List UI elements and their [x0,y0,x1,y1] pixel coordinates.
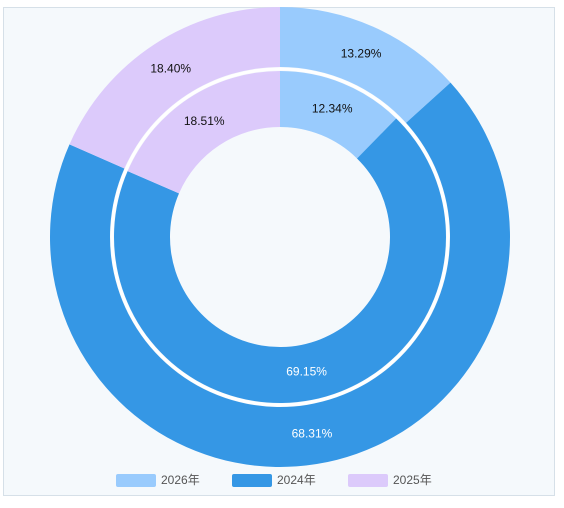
donut-slice [113,118,446,404]
legend-label: 2024年 [277,473,316,487]
donut-slice [49,82,511,467]
legend-swatch [116,474,156,487]
data-label: 18.40% [150,62,191,76]
data-label: 12.34% [312,101,353,115]
data-label: 68.31% [292,427,333,441]
legend-swatch [232,474,272,487]
donut-slice [280,7,451,123]
donut-slice [280,71,397,159]
data-label: 13.29% [341,46,382,60]
donut-slice [69,7,280,169]
legend-swatch [348,474,388,487]
legend-label: 2026年 [161,473,200,487]
data-label: 18.51% [184,114,225,128]
donut-slice [127,71,281,194]
ring-separator [110,67,450,407]
legend-label: 2025年 [393,473,432,487]
data-label: 69.15% [286,365,327,379]
